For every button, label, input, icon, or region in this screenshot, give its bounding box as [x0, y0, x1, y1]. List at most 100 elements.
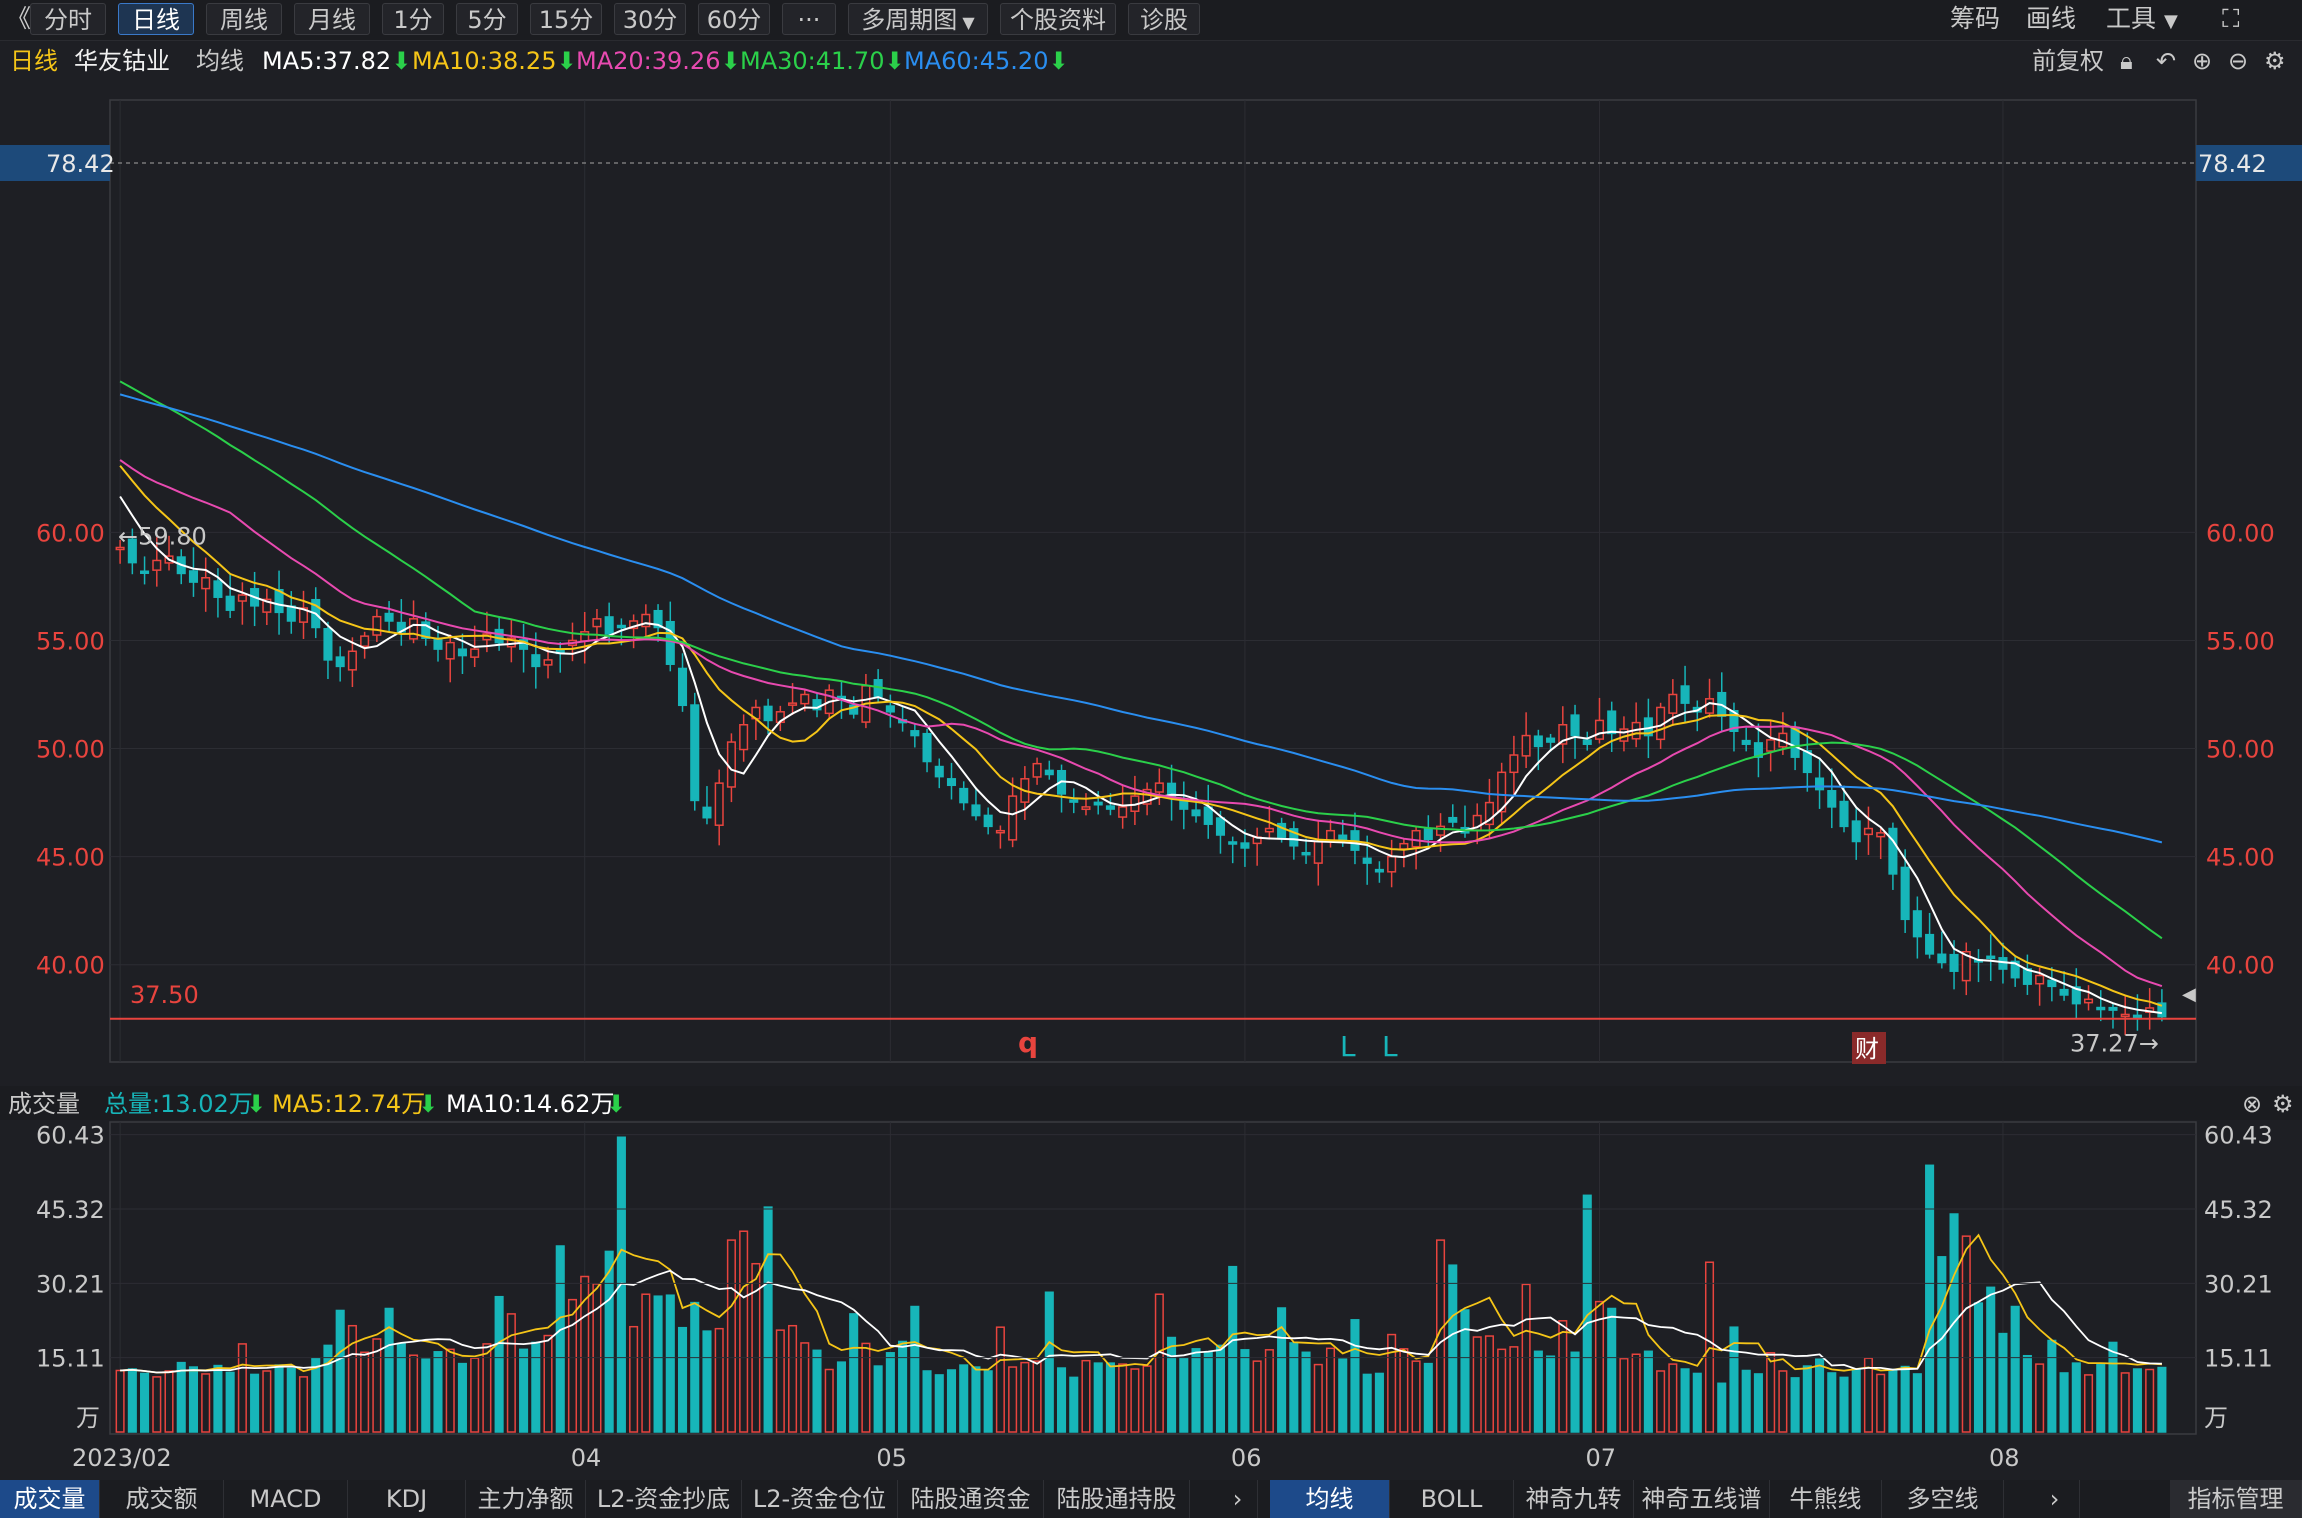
period-tab-8[interactable]: 60分: [698, 3, 770, 35]
volume-bar: [983, 1370, 993, 1433]
volume-bar: [1277, 1307, 1287, 1433]
volume-bar: [751, 1262, 761, 1433]
candle: [1215, 817, 1226, 836]
volume-bar: [1717, 1382, 1727, 1433]
volume-bar: [1044, 1291, 1054, 1433]
period-tab-4[interactable]: 1分: [382, 3, 444, 35]
period-tab-9[interactable]: ···: [782, 3, 836, 35]
volume-bar: [800, 1342, 810, 1433]
volume-bar: [812, 1349, 822, 1433]
undo-icon[interactable]: ↶: [2156, 47, 2177, 75]
volume-bar: [1252, 1360, 1262, 1433]
indicator-tab-7[interactable]: 陆股通资金: [898, 1480, 1044, 1518]
volume-bar: [641, 1293, 651, 1433]
candle: [2083, 998, 2094, 1004]
period-tab-6[interactable]: 15分: [530, 3, 602, 35]
candle: [2059, 988, 2069, 996]
tools-button[interactable]: 工具 ▼: [2106, 3, 2178, 35]
adjust-select[interactable]: 前复权: [2032, 47, 2104, 75]
volume-bar: [580, 1275, 590, 1433]
period-tab-11[interactable]: 个股资料: [1000, 3, 1116, 35]
volume-bar: [946, 1369, 957, 1433]
volume-bar: [1533, 1350, 1543, 1433]
candle: [592, 618, 602, 628]
indicator-type[interactable]: 均线: [196, 47, 244, 75]
indicator-tab-8[interactable]: 陆股通持股: [1044, 1480, 1190, 1518]
high-label: ←59.80: [118, 523, 207, 551]
indicator-manage-button[interactable]: 指标管理: [2170, 1480, 2302, 1518]
indicator-tab-6[interactable]: L2-资金仓位: [742, 1480, 898, 1518]
period-tab-12[interactable]: 诊股: [1128, 3, 1200, 35]
overlay-tab-1[interactable]: BOLL: [1390, 1480, 1514, 1518]
finance-badge[interactable]: 财: [1855, 1035, 1879, 1063]
zoom-out-icon[interactable]: ⊖: [2228, 47, 2249, 75]
period-tab-1[interactable]: 日线: [118, 3, 194, 35]
volume-bar: [2120, 1372, 2130, 1433]
volume-bar: [335, 1309, 345, 1433]
volume-bar: [519, 1348, 529, 1433]
volume-bar: [1374, 1372, 1384, 1433]
candle: [910, 730, 920, 737]
candle: [262, 598, 272, 613]
volume-bar: [959, 1364, 969, 1433]
signal-l2[interactable]: L: [1382, 1030, 1398, 1063]
volume-bar: [1301, 1351, 1311, 1433]
fullscreen-icon[interactable]: ⛶: [2222, 4, 2240, 33]
back-icon[interactable]: 《: [6, 4, 32, 33]
period-tab-3[interactable]: 月线: [294, 3, 370, 35]
kline-chart[interactable]: 78.42 78.42 60.00 60.00 55.00 55.00 50.00 50.…: [0, 0, 2302, 1480]
period-tab-10[interactable]: 多周期图 ▼: [848, 3, 988, 35]
panel-settings-icon[interactable]: ⚙: [2272, 1090, 2294, 1118]
volume-bar: [188, 1366, 199, 1433]
overlay-tab-5[interactable]: 多空线: [1882, 1480, 2004, 1518]
volume-bar: [1692, 1372, 1702, 1433]
candle: [1313, 840, 1323, 864]
candle: [2120, 1013, 2130, 1018]
volume-bar: [1130, 1368, 1140, 1433]
period-tab-2[interactable]: 周线: [206, 3, 282, 35]
overlay-tab-3[interactable]: 神奇五线谱: [1634, 1480, 1770, 1518]
settings-icon[interactable]: ⚙: [2264, 47, 2286, 75]
candle: [1203, 806, 1213, 825]
draw-button[interactable]: 画线: [2026, 4, 2077, 33]
volume-ma10-arrow: ⬇: [606, 1090, 626, 1118]
volume-bar: [1790, 1377, 1800, 1433]
overlay-tab-2[interactable]: 神奇九转: [1514, 1480, 1634, 1518]
volume-bar: [2145, 1368, 2155, 1433]
volume-bar: [763, 1206, 773, 1433]
candle: [140, 570, 150, 574]
indicator-tab-5[interactable]: L2-资金抄底: [586, 1480, 742, 1518]
period-tab-5[interactable]: 5分: [456, 3, 518, 35]
close-panel-icon[interactable]: ⊗: [2242, 1090, 2262, 1118]
indicator-tab-0[interactable]: 成交量: [0, 1480, 100, 1518]
volume-bar: [1827, 1372, 1837, 1433]
last-label: 37.27→: [2070, 1030, 2159, 1058]
period-tab-7[interactable]: 30分: [614, 3, 686, 35]
volume-bar: [506, 1313, 516, 1433]
ma30-line: [119, 380, 2163, 940]
y-tick-left: 60.00: [36, 519, 105, 547]
indicator-tab-2[interactable]: MACD: [224, 1480, 348, 1518]
chevron-right-icon-2[interactable]: ›: [2030, 1480, 2080, 1518]
volume-bar: [2132, 1368, 2142, 1433]
overlay-tab-0[interactable]: 均线: [1270, 1480, 1390, 1518]
candle: [201, 577, 211, 590]
overlay-tab-4[interactable]: 牛熊线: [1770, 1480, 1882, 1518]
chips-button[interactable]: 筹码: [1950, 4, 2001, 33]
volume-bar: [2010, 1305, 2020, 1433]
candle: [1594, 719, 1605, 740]
volume-bar: [347, 1324, 357, 1433]
indicator-tab-1[interactable]: 成交额: [100, 1480, 224, 1518]
support-label: 37.50: [130, 981, 199, 1009]
indicator-tab-4[interactable]: 主力净额: [466, 1480, 586, 1518]
period-tab-0[interactable]: 分时: [30, 3, 106, 35]
chevron-right-icon[interactable]: ›: [1218, 1480, 1258, 1518]
lock-icon[interactable]: 🔒︎: [2120, 47, 2133, 75]
volume-bar: [2059, 1372, 2069, 1433]
signal-q[interactable]: q: [1018, 1026, 1038, 1059]
volume-ma5-arrow: ⬇: [418, 1090, 438, 1118]
candle: [335, 656, 345, 668]
zoom-in-icon[interactable]: ⊕: [2192, 47, 2213, 75]
signal-l1[interactable]: L: [1340, 1030, 1356, 1063]
indicator-tab-3[interactable]: KDJ: [348, 1480, 466, 1518]
